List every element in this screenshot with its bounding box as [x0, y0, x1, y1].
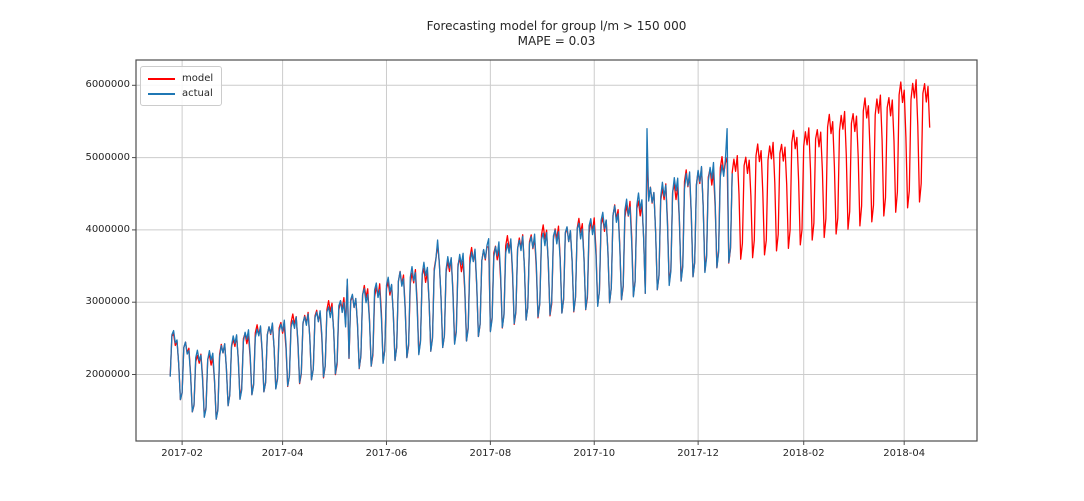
actual-line [169, 128, 733, 420]
legend: model actual [140, 66, 223, 106]
legend-label-model: model [182, 73, 214, 84]
x-tick-label: 2018-04 [883, 448, 926, 459]
chart-title-block: Forecasting model for group l/m > 150 00… [136, 19, 977, 49]
legend-entry-model: model [148, 71, 213, 86]
x-tick-label: 2017-08 [469, 448, 512, 459]
x-tick-label: 2017-02 [161, 448, 204, 459]
axis-tick-marks [132, 84, 905, 445]
x-tick-label: 2017-10 [573, 448, 616, 459]
x-tick-label: 2017-06 [365, 448, 408, 459]
model-line [169, 79, 931, 420]
y-tick-label: 2000000 [85, 368, 130, 380]
y-tick-label: 5000000 [85, 151, 130, 163]
series-lines [169, 79, 931, 420]
y-tick-label: 3000000 [85, 296, 130, 308]
y-tick-label: 6000000 [85, 79, 130, 91]
y-tick-label: 4000000 [85, 223, 130, 235]
legend-label-actual: actual [182, 88, 213, 99]
x-tick-label: 2017-12 [677, 448, 720, 459]
model-line-swatch [148, 77, 175, 80]
actual-line-swatch [148, 92, 175, 95]
x-tick-label: 2017-04 [261, 448, 304, 459]
chart-subtitle-mape: MAPE = 0.03 [517, 34, 596, 48]
plot-border [135, 59, 978, 442]
grid-lines [136, 60, 977, 441]
chart-title: Forecasting model for group l/m > 150 00… [426, 19, 687, 33]
x-tick-label: 2018-02 [782, 448, 825, 459]
legend-entry-actual: actual [148, 86, 213, 101]
